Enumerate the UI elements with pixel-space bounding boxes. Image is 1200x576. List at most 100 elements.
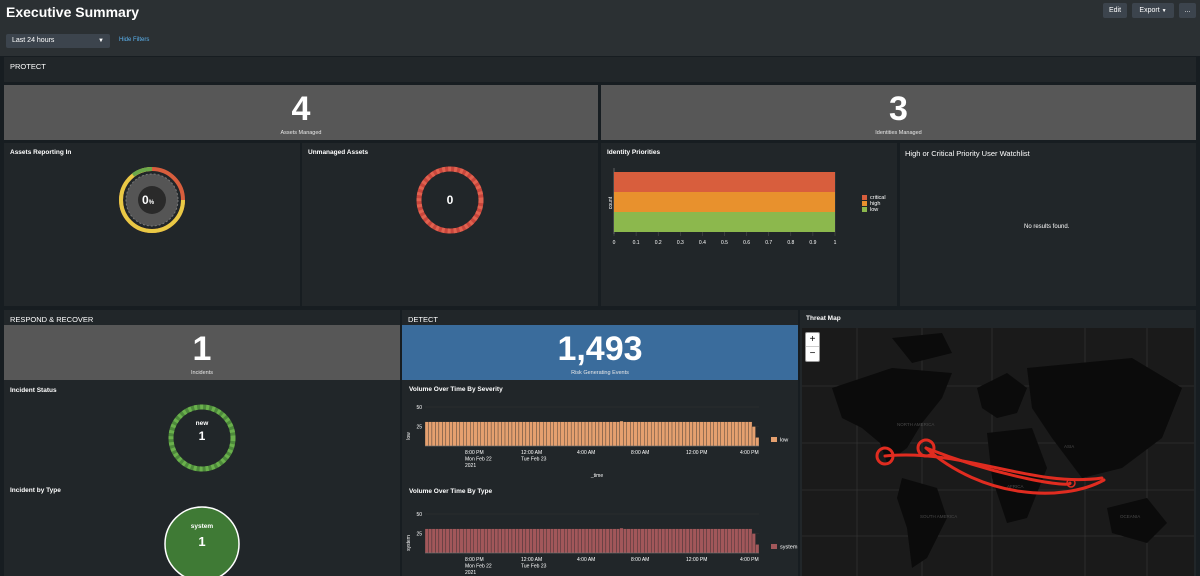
idp-x-tick-label: 0.3 bbox=[677, 240, 684, 246]
bar-system bbox=[452, 528, 457, 554]
bar-system bbox=[435, 528, 440, 554]
bar-system bbox=[734, 528, 739, 554]
bar-low bbox=[567, 421, 572, 447]
threat-marker-1[interactable] bbox=[875, 446, 895, 466]
x-tick-label: 8:00 PM bbox=[465, 557, 484, 563]
bar-system bbox=[525, 528, 530, 554]
idp-x-tick-label: 0.8 bbox=[787, 240, 794, 246]
x-tick-label: Tue Feb 23 bbox=[521, 564, 547, 570]
bar-low bbox=[696, 421, 701, 447]
time-range-picker[interactable]: Last 24 hours ▼ bbox=[6, 34, 110, 48]
y-tick-label: 50 bbox=[416, 512, 422, 518]
asia-shape bbox=[1027, 358, 1182, 478]
incident-status-count: 1 bbox=[198, 429, 206, 443]
watchlist-panel: High or Critical Priority User Watchlist… bbox=[900, 143, 1196, 306]
south-america-shape bbox=[897, 478, 947, 568]
gauge-green-arc bbox=[131, 167, 153, 177]
bar-low bbox=[717, 421, 721, 447]
greenland-shape bbox=[892, 333, 952, 363]
type-chart-title: Volume Over Time By Type bbox=[409, 488, 493, 495]
bar-low bbox=[518, 421, 523, 447]
bar-low bbox=[553, 421, 558, 447]
bar-system bbox=[696, 528, 701, 554]
edit-button[interactable]: Edit bbox=[1103, 3, 1127, 18]
bar-system bbox=[661, 528, 666, 554]
identity-priorities-title: Identity Priorities bbox=[607, 149, 661, 156]
idp-x-tick-label: 0.1 bbox=[633, 240, 640, 246]
north-america-shape bbox=[832, 368, 952, 463]
threat-map-panel: Threat Map NORTH AMERICA SOUTH AMERICA A… bbox=[800, 310, 1196, 576]
bar-low bbox=[689, 421, 694, 447]
bar-system bbox=[720, 528, 725, 554]
idp-x-tick-label: 0.9 bbox=[809, 240, 816, 246]
map-label-oceania: OCEANIA bbox=[1120, 514, 1140, 519]
bar-system bbox=[494, 528, 499, 554]
bar-system bbox=[518, 528, 523, 554]
bar-low bbox=[459, 421, 464, 447]
risk-events-panel: 1,493 Risk Generating Events bbox=[402, 325, 798, 380]
x-tick-label: 8:00 AM bbox=[631, 557, 649, 563]
bar-low bbox=[442, 421, 447, 447]
risk-events-label: Risk Generating Events bbox=[571, 370, 629, 376]
bar-system bbox=[640, 528, 645, 554]
bar-system bbox=[445, 528, 450, 554]
bar-low bbox=[751, 426, 756, 447]
bar-system bbox=[654, 528, 659, 554]
incident-type-bubble bbox=[164, 506, 240, 576]
bar-low bbox=[536, 421, 540, 447]
hide-filters-link[interactable]: Hide Filters bbox=[119, 37, 150, 43]
bar-system bbox=[504, 528, 509, 554]
bar-low bbox=[731, 421, 735, 447]
bar-low bbox=[497, 421, 502, 447]
export-button[interactable]: Export ▼ bbox=[1132, 3, 1174, 18]
threat-map[interactable]: NORTH AMERICA SOUTH AMERICA ASIA AFRICA … bbox=[802, 328, 1194, 576]
bar-system bbox=[449, 528, 453, 554]
bar-system bbox=[463, 528, 467, 554]
identities-managed-panel: 3 Identities Managed bbox=[601, 85, 1196, 140]
bar-system bbox=[671, 528, 676, 554]
identities-managed-label: Identities Managed bbox=[875, 130, 922, 136]
threat-marker-3[interactable] bbox=[1066, 478, 1076, 488]
zoom-out-button[interactable]: − bbox=[809, 348, 816, 359]
bar-low bbox=[598, 421, 603, 447]
bar-system bbox=[748, 528, 753, 554]
unmanaged-assets-ring bbox=[416, 166, 484, 234]
bar-low bbox=[710, 421, 714, 447]
bar-low bbox=[588, 421, 593, 447]
map-label-south-america: SOUTH AMERICA bbox=[920, 514, 957, 519]
assets-reporting-value: 0 bbox=[142, 193, 149, 207]
bar-low bbox=[508, 421, 513, 447]
bar-low bbox=[734, 421, 739, 447]
bar-system bbox=[497, 528, 502, 554]
more-button[interactable]: ... bbox=[1179, 3, 1196, 18]
bar-low bbox=[522, 421, 527, 447]
bar-system bbox=[602, 528, 607, 554]
x-tick-label: 2021 bbox=[465, 570, 476, 576]
bar-low bbox=[609, 421, 614, 447]
bar-system bbox=[438, 528, 443, 554]
time-range-value: Last 24 hours bbox=[12, 37, 55, 44]
incidents-label: Incidents bbox=[190, 370, 213, 376]
incidents-panel: 1 Incidents bbox=[4, 325, 400, 380]
bar-system bbox=[466, 528, 471, 554]
bar-low bbox=[438, 421, 443, 447]
bar-low bbox=[487, 421, 492, 447]
watchlist-empty-message: No results found. bbox=[1024, 224, 1070, 230]
x-tick-label: Mon Feb 22 bbox=[465, 457, 492, 463]
bar-system bbox=[483, 528, 488, 554]
x-tick-label: 12:00 AM bbox=[521, 450, 542, 456]
idp-legend-label-critical: critical bbox=[870, 195, 886, 201]
zoom-in-button[interactable]: + bbox=[806, 333, 819, 347]
unmanaged-assets-value: 0 bbox=[446, 193, 454, 207]
threat-marker-2[interactable] bbox=[916, 438, 936, 458]
idp-x-tick-label: 0 bbox=[613, 240, 616, 246]
assets-reporting-unit: % bbox=[148, 200, 155, 206]
bar-system bbox=[678, 528, 683, 554]
caret-down-icon: ▼ bbox=[1161, 8, 1167, 14]
bar-system bbox=[619, 527, 624, 554]
assets-reporting-title: Assets Reporting In bbox=[10, 149, 72, 156]
bar-low bbox=[654, 421, 659, 447]
bar-system bbox=[459, 528, 464, 554]
incidents-value: 1 bbox=[192, 330, 212, 368]
bar-system bbox=[724, 528, 728, 554]
